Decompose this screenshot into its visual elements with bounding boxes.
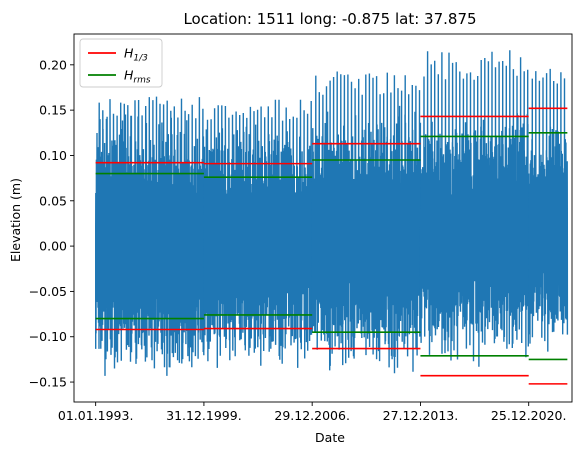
x-tick-label: 29.12.2006. [274, 408, 350, 423]
x-tick-label: 31.12.1999. [166, 408, 242, 423]
chart-title: Location: 1511 long: -0.875 lat: 37.875 [183, 10, 476, 28]
legend-entry-label: H1/3 [124, 46, 148, 64]
plot-area [73, 33, 573, 403]
elevation-line-segment [419, 50, 530, 367]
elevation-line-segment [95, 96, 205, 376]
y-tick-label: 0.15 [39, 103, 67, 118]
y-tick-label: 0.10 [39, 148, 67, 163]
plot-frame [73, 33, 573, 403]
y-axis: −0.15 −0.10 −0.05 0.00 0.05 0.10 0.15 0.20 [29, 57, 74, 390]
y-tick-label: −0.10 [29, 329, 67, 344]
elevation-line-segment [528, 68, 569, 352]
y-tick-label: 0.20 [39, 57, 67, 72]
y-tick-label: −0.05 [29, 284, 67, 299]
y-tick-label: 0.05 [39, 193, 67, 208]
elevation-line-segment [203, 99, 313, 368]
y-axis-label: Elevation (m) [8, 178, 23, 262]
x-axis: 01.01.1993. 31.12.1999. 29.12.2006. 27.12.2… [58, 402, 567, 423]
legend-entry-label: Hrms [124, 68, 151, 86]
y-tick-label: 0.00 [39, 239, 67, 254]
x-tick-label: 27.12.2013. [383, 408, 459, 423]
x-axis-label: Date [315, 430, 345, 445]
y-tick-label: −0.15 [29, 375, 67, 390]
x-tick-label: 01.01.1993. [58, 408, 134, 423]
legend: H1/3 Hrms [79, 38, 163, 88]
elevation-line-segment [311, 71, 422, 374]
x-tick-label: 25.12.2020. [491, 408, 567, 423]
